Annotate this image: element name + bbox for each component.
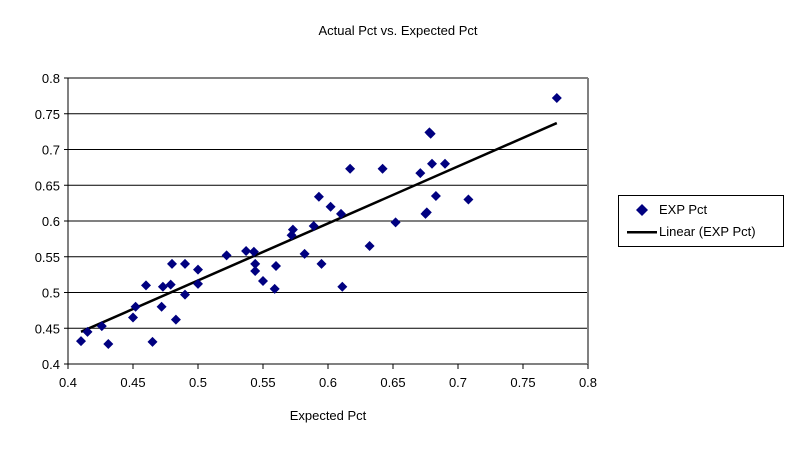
data-point [337,281,348,292]
y-tick-label: 0.5 [42,286,60,301]
data-point [440,158,450,169]
data-point [313,191,324,202]
data-point [157,281,168,292]
data-point [421,207,432,218]
data-point [248,246,259,257]
x-tick-label: 0.4 [59,375,77,390]
x-tick-label: 0.6 [319,375,337,390]
legend-label: Linear (EXP Pct) [659,224,756,239]
data-point [308,221,319,232]
data-point [82,326,93,337]
data-point [258,276,268,287]
data-point [271,261,281,272]
legend: EXP Pct Linear (EXP Pct) [618,195,784,247]
data-point [141,280,151,291]
data-point [156,301,167,312]
x-axis-label: Expected Pct [290,408,367,423]
data-point [364,241,375,252]
data-point [193,264,203,275]
legend-item-exp-pct: EXP Pct [625,202,707,217]
data-point [167,258,177,269]
y-tick-label: 0.4 [42,357,60,372]
diamond-marker-icon [625,203,659,216]
y-tick-label: 0.6 [42,214,60,229]
data-point [250,258,261,269]
y-tick-label: 0.75 [35,107,60,122]
data-point [430,190,441,201]
data-point [390,217,401,228]
trendline [80,121,558,333]
x-tick-label: 0.7 [449,375,467,390]
x-tick-label: 0.75 [510,375,535,390]
data-point [147,336,158,347]
x-tick-label: 0.55 [250,375,275,390]
data-point [463,194,474,205]
x-tick-label: 0.65 [380,375,405,390]
data-point [103,338,114,349]
data-point [287,224,298,235]
data-point [316,258,327,269]
line-marker-icon [625,230,659,234]
data-point [128,312,138,323]
data-point [180,289,190,300]
data-point [377,163,388,174]
data-point [415,168,426,179]
data-point [299,248,310,259]
data-point [427,158,437,169]
data-point [345,163,356,174]
data-point [130,301,141,312]
data-point [336,208,346,219]
y-tick-label: 0.45 [35,321,60,336]
y-tick-label: 0.8 [42,71,60,86]
data-point [165,279,176,290]
data-point [250,266,261,277]
y-tick-label: 0.65 [35,178,60,193]
data-point [193,278,203,289]
data-point [170,314,181,325]
data-point [180,258,190,269]
y-tick-label: 0.7 [42,143,60,158]
x-tick-label: 0.45 [120,375,145,390]
data-point [325,201,336,212]
data-point [221,250,232,261]
x-tick-label: 0.5 [189,375,207,390]
data-point [269,283,280,294]
legend-item-linear: Linear (EXP Pct) [625,224,756,239]
x-tick-label: 0.8 [579,375,597,390]
y-tick-label: 0.55 [35,250,60,265]
legend-label: EXP Pct [659,202,708,217]
data-point [551,93,562,104]
data-point [425,128,436,139]
data-point [96,321,107,332]
data-point [76,336,86,347]
data-point [241,246,252,257]
chart-title: Actual Pct vs. Expected Pct [319,23,478,38]
